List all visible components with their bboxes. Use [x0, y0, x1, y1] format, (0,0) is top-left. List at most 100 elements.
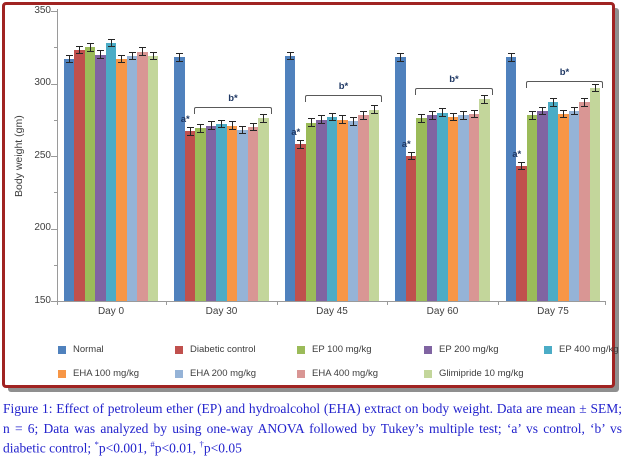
- error-bar-line: [310, 119, 312, 126]
- error-bar: [218, 119, 225, 129]
- caption-sig3-text: p<0.05: [203, 440, 242, 456]
- error-bar: [418, 113, 425, 123]
- error-bar: [360, 111, 367, 120]
- error-bar-line: [131, 52, 133, 60]
- legend-label: EHA 400 mg/kg: [312, 368, 379, 379]
- error-bar: [528, 111, 536, 120]
- bar-chart: Body weight (gm) 350 300 250 200 150 Day 0 Day…: [5, 5, 619, 385]
- error-bar: [176, 53, 183, 62]
- y-major-tick: [51, 156, 57, 157]
- legend-label: Diabetic control: [190, 344, 256, 355]
- x-tick-label: Day 45: [316, 306, 348, 317]
- bar: [316, 119, 327, 301]
- legend-label: EP 400 mg/kg: [559, 344, 619, 355]
- legend-label: EP 200 mg/kg: [439, 344, 499, 355]
- significance-bracket: [194, 106, 272, 114]
- bar: [395, 57, 406, 301]
- error-bar: [449, 112, 457, 122]
- significance-b-label: b*: [449, 73, 459, 85]
- legend-item: EP 200 mg/kg: [424, 344, 499, 355]
- error-bar: [128, 51, 136, 61]
- error-bar-line: [594, 84, 596, 92]
- y-major-tick: [51, 11, 57, 12]
- error-bar: [260, 113, 267, 123]
- figure-caption: Figure 1: Effect of petroleum ether (EP)…: [3, 399, 622, 458]
- error-bar: [239, 125, 246, 135]
- x-axis-line: [57, 301, 605, 302]
- error-bar: [318, 115, 325, 125]
- legend-swatch: [297, 369, 305, 378]
- legend-item: Normal: [58, 344, 104, 355]
- legend-swatch: [175, 345, 183, 354]
- figure-box: Body weight (gm) 350 300 250 200 150 Day 0 Day…: [2, 2, 619, 388]
- bar: [447, 116, 459, 301]
- bar: [116, 58, 127, 301]
- legend-swatch: [297, 345, 305, 354]
- bar: [547, 102, 559, 301]
- error-bar: [439, 108, 446, 117]
- significance-bracket: [304, 95, 383, 103]
- error-bar: [228, 121, 236, 130]
- bar: [347, 121, 359, 301]
- bar: [237, 129, 248, 301]
- y-tick-label: 200: [34, 222, 51, 233]
- error-bar-line: [221, 120, 222, 128]
- x-axis-tick: [57, 301, 58, 305]
- error-bar-line: [110, 39, 112, 47]
- error-bar-line: [400, 54, 401, 61]
- error-bar-line: [584, 99, 585, 106]
- legend-swatch: [58, 345, 66, 354]
- x-axis-tick: [497, 301, 499, 305]
- y-major-tick: [51, 228, 57, 230]
- error-bar: [86, 42, 94, 52]
- bar: [63, 58, 75, 301]
- error-bar-line: [410, 152, 412, 160]
- x-axis-tick: [166, 301, 168, 305]
- error-bar: [186, 127, 194, 136]
- bar: [195, 128, 206, 301]
- error-bar: [97, 50, 104, 59]
- bar: [184, 131, 196, 301]
- error-bar-line: [142, 48, 143, 55]
- bar: [105, 42, 117, 301]
- error-bar-line: [573, 107, 575, 115]
- legend-item: Diabetic control: [175, 344, 255, 355]
- error-bar: [560, 109, 567, 119]
- y-major-tick: [51, 83, 57, 85]
- bar: [205, 125, 217, 301]
- legend-item: EHA 200 mg/kg: [175, 368, 256, 379]
- error-bar-line: [100, 51, 101, 58]
- legend-label: Glimipride 10 mg/kg: [439, 368, 524, 379]
- error-bar-line: [473, 110, 475, 118]
- error-bar: [139, 47, 146, 56]
- error-bar: [249, 122, 257, 132]
- error-bar: [297, 140, 304, 149]
- error-bar: [149, 51, 157, 61]
- error-bar: [107, 38, 115, 48]
- error-bar-line: [363, 112, 364, 119]
- bar: [337, 119, 348, 301]
- bar: [174, 57, 185, 301]
- error-bar: [481, 95, 488, 104]
- y-minor-tick: [54, 119, 57, 121]
- error-bar: [207, 121, 215, 130]
- legend-label: EP 100 mg/kg: [312, 344, 372, 355]
- significance-b-label: b*: [559, 66, 570, 78]
- bar: [137, 51, 148, 301]
- error-bar-line: [68, 55, 70, 63]
- legend-item: EP 100 mg/kg: [297, 344, 372, 355]
- caption-sig2-text: p<0.01,: [154, 440, 200, 456]
- caption-sig3-symbol: †: [199, 439, 204, 450]
- error-bar-line: [121, 55, 122, 63]
- error-bar: [591, 83, 599, 93]
- legend-label: EHA 100 mg/kg: [73, 368, 140, 379]
- error-bar: [328, 112, 336, 122]
- y-tick-label: 250: [34, 149, 51, 161]
- bar: [437, 112, 448, 301]
- x-tick-label: Day 0: [97, 306, 125, 317]
- bar: [358, 115, 369, 301]
- error-bar-line: [552, 99, 554, 106]
- bar: [505, 57, 517, 301]
- error-bar: [197, 124, 204, 133]
- error-bar: [549, 98, 557, 107]
